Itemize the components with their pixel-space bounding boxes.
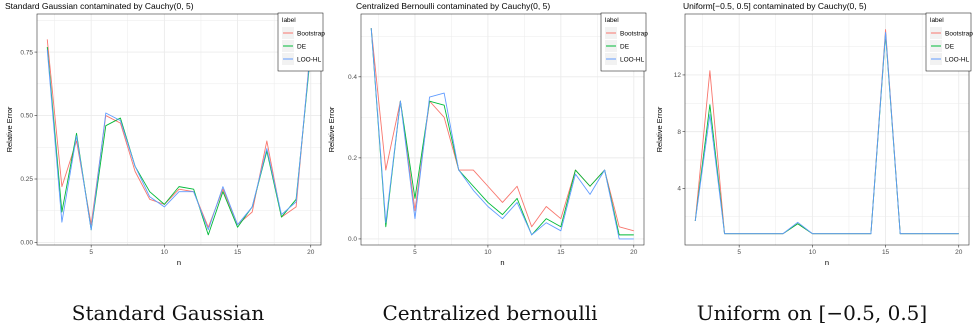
x-axis-label: n — [500, 258, 504, 267]
x-tick-label: 10 — [809, 249, 817, 256]
y-axis-label: Relative Error — [327, 106, 336, 152]
chart-title: Standard Gaussian contaminated by Cauchy… — [5, 1, 194, 11]
plot-area — [685, 14, 969, 245]
x-tick-label: 5 — [737, 249, 741, 256]
y-axis-label: Relative Error — [655, 106, 664, 152]
x-tick-label: 20 — [955, 249, 963, 256]
y-tick-label: 0.75 — [20, 49, 33, 56]
chart-title: Centralized Bernoulli contaminated by Ca… — [356, 1, 550, 11]
y-tick-label: 0.25 — [20, 176, 33, 183]
series-line-de — [370, 28, 634, 236]
series-line-loo-hl — [370, 28, 634, 240]
x-tick-label: 10 — [484, 249, 492, 256]
x-axis-label: n — [177, 258, 181, 267]
x-tick-label: 5 — [89, 249, 93, 256]
series-line-bootstrap — [46, 39, 312, 228]
y-tick-label: 0.0 — [348, 236, 357, 243]
series-line-loo-hl — [694, 31, 959, 235]
legend-title: label — [930, 17, 944, 24]
y-tick-label: 4 — [677, 186, 681, 193]
x-tick-label: 10 — [161, 249, 169, 256]
y-tick-label: 0.50 — [20, 113, 33, 120]
legend-label-loo-hl: LOO-HL — [945, 57, 970, 64]
chart-panel-uniform: Uniform[−0.5, 0.5] contaminated by Cauch… — [655, 1, 973, 267]
plot-border — [684, 13, 970, 246]
legend-label-de: DE — [620, 44, 630, 51]
x-tick-label: 15 — [234, 249, 242, 256]
y-tick-label: 12 — [674, 72, 682, 79]
legend-label-loo-hl: LOO-HL — [620, 57, 645, 64]
series-line-loo-hl — [46, 46, 312, 231]
x-tick-label: 15 — [882, 249, 890, 256]
legend-label-de: DE — [297, 44, 307, 51]
plot-area — [361, 14, 644, 245]
series-group — [694, 29, 959, 235]
x-tick-label: 5 — [413, 249, 417, 256]
legend-label-bootstrap: Bootstrap — [945, 31, 973, 38]
chart-panel-standard-gaussian: Standard Gaussian contaminated by Cauchy… — [5, 1, 325, 267]
chart-title: Uniform[−0.5, 0.5] contaminated by Cauch… — [683, 1, 867, 11]
caption-uniform: Uniform on [−0.5, 0.5] — [697, 301, 927, 325]
x-tick-label: 20 — [307, 249, 315, 256]
caption-centralized-bernoulli: Centralized bernoulli — [382, 301, 597, 325]
series-group — [46, 39, 312, 236]
plot-border — [360, 13, 645, 246]
y-tick-label: 0.2 — [348, 155, 357, 162]
x-tick-label: 20 — [630, 249, 638, 256]
y-tick-label: 8 — [677, 129, 681, 136]
y-tick-label: 0.00 — [20, 240, 33, 247]
plot-border — [36, 13, 322, 246]
legend-label-bootstrap: Bootstrap — [620, 31, 648, 38]
chart-panel-centralized-bernoulli: Centralized Bernoulli contaminated by Ca… — [327, 1, 648, 267]
legend-title: label — [605, 17, 619, 24]
legend-label-loo-hl: LOO-HL — [297, 57, 322, 64]
y-tick-label: 0.4 — [348, 74, 357, 81]
legend-label-bootstrap: Bootstrap — [297, 31, 325, 38]
legend-label-de: DE — [945, 44, 955, 51]
x-tick-label: 15 — [557, 249, 565, 256]
legend-title: label — [282, 17, 296, 24]
caption-standard-gaussian: Standard Gaussian — [72, 301, 265, 325]
y-axis-label: Relative Error — [5, 106, 14, 152]
x-axis-label: n — [825, 258, 829, 267]
series-group — [370, 28, 634, 240]
